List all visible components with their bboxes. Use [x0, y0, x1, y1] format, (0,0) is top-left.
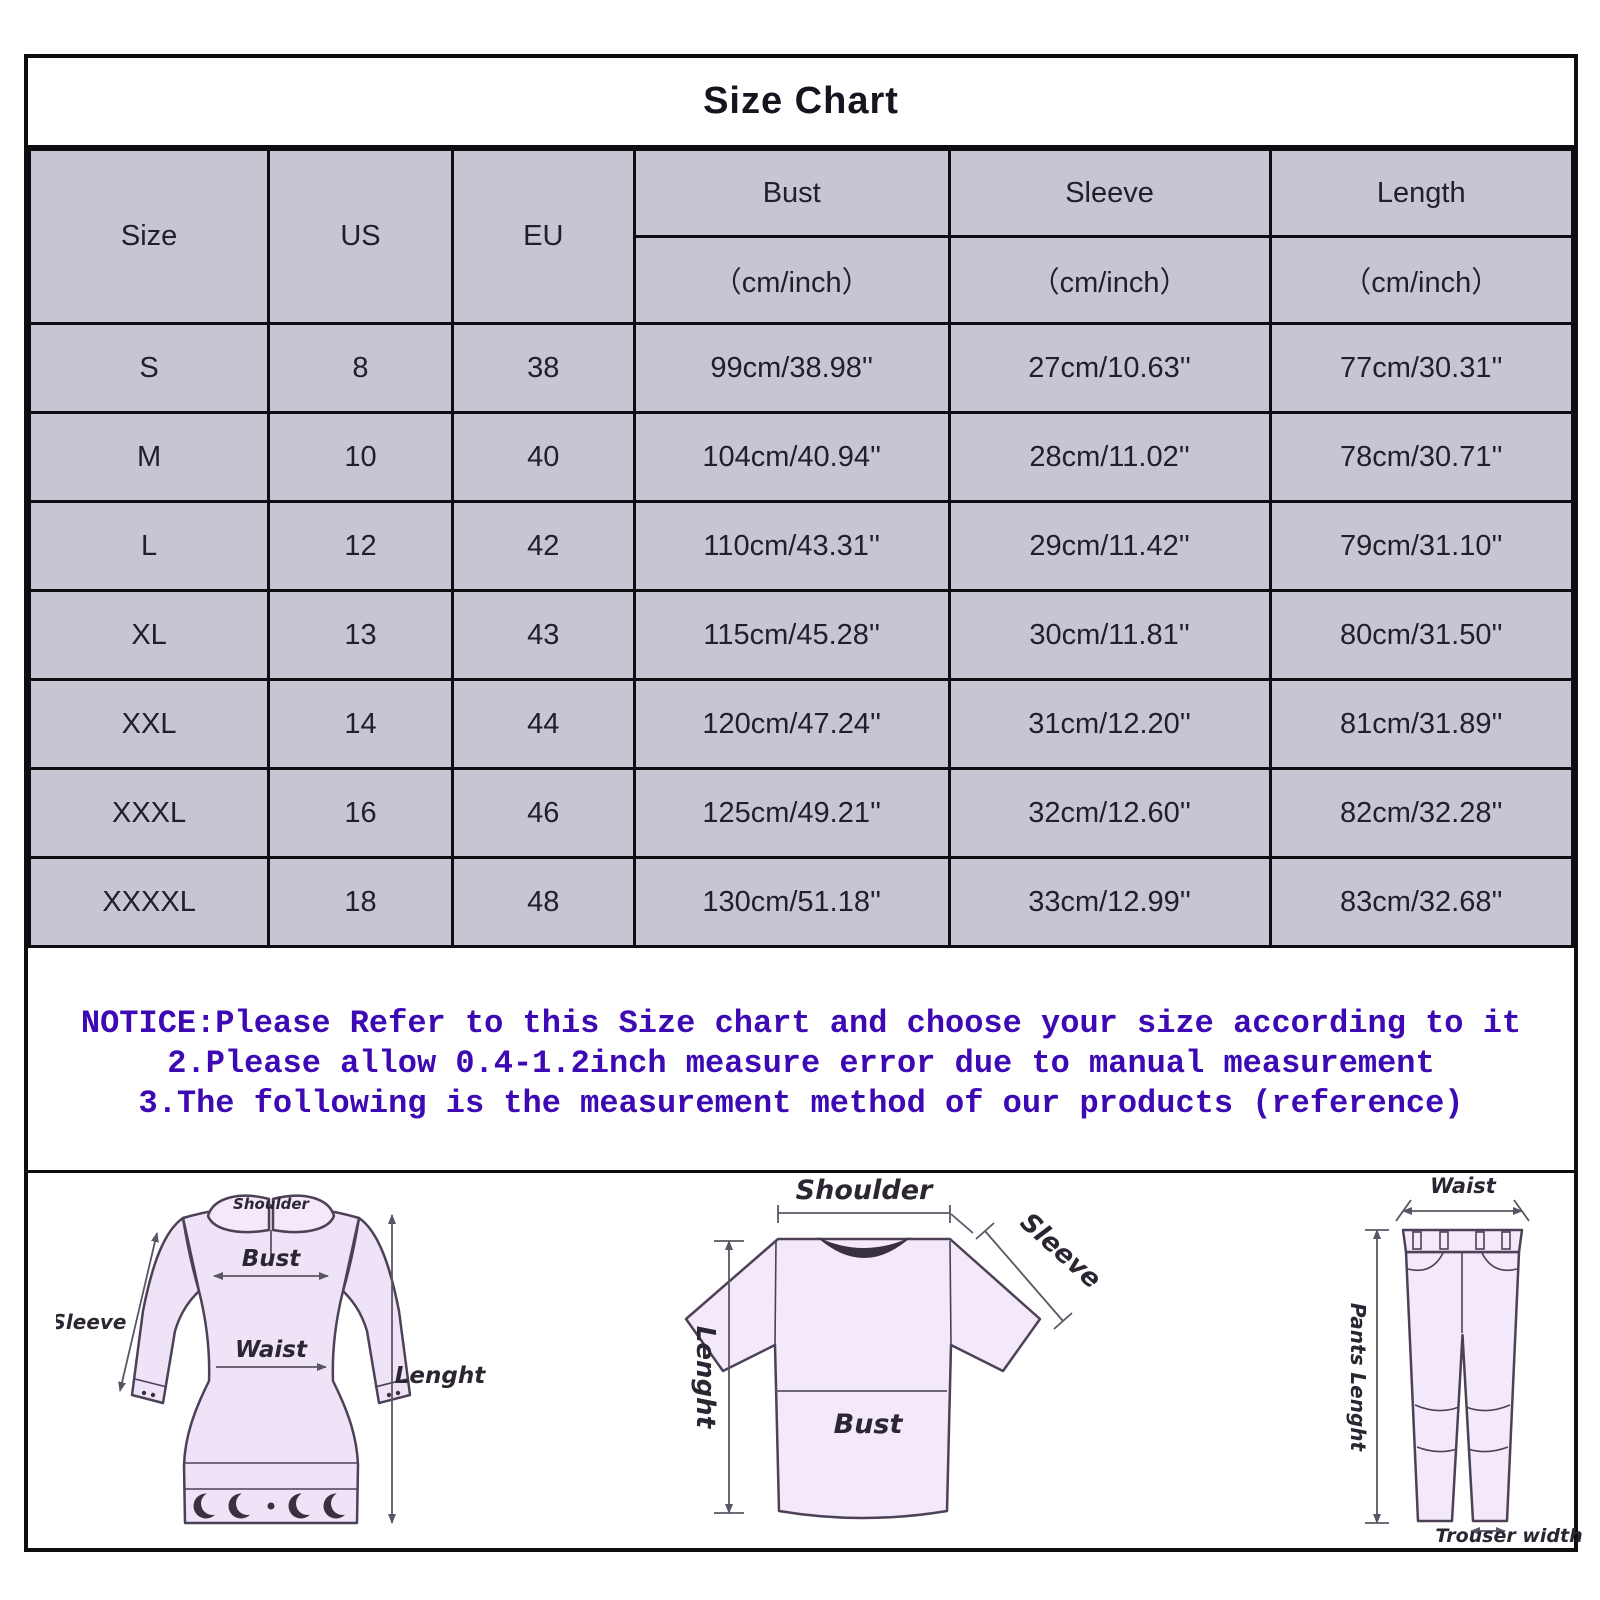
cell-us: 18 [267, 856, 454, 948]
unit-bust: （cm/inch） [632, 235, 951, 325]
pants-legs [1404, 1250, 1521, 1523]
cell-size: M [27, 411, 271, 503]
cell-sleeve: 28cm/11.02'' [947, 411, 1272, 503]
col-header-sleeve: Sleeve [947, 148, 1272, 238]
cell-length: 78cm/30.71'' [1268, 411, 1575, 503]
tshirt-shoulder-label: Shoulder [796, 1175, 934, 1206]
cell-eu: 40 [450, 411, 636, 503]
dress-collar-left [206, 1194, 271, 1234]
header-row-2: （cm/inch） （cm/inch） （cm/inch） [30, 235, 1575, 325]
cell-length: 83cm/32.68'' [1268, 856, 1575, 948]
dress-bust-label: Bust [242, 1246, 302, 1272]
cell-us: 10 [267, 411, 454, 503]
cell-sleeve: 29cm/11.42'' [947, 500, 1272, 592]
cell-size: XXXL [27, 767, 271, 859]
tshirt-icon [684, 1237, 1042, 1520]
pants-waist-label: Waist [1430, 1174, 1497, 1198]
diagrams-section: Shoulder Bust Waist Sleeve Lenght [28, 1170, 1583, 1548]
cell-length: 77cm/30.31'' [1268, 322, 1575, 414]
col-header-size: Size [27, 148, 271, 325]
dress-shoulder-label: Shoulder [233, 1195, 311, 1213]
col-header-eu: EU [450, 148, 636, 325]
table-row-xl: XL 13 43 115cm/45.28'' 30cm/11.81'' 80cm… [27, 589, 1575, 681]
tshirt-body [684, 1237, 1042, 1520]
title-bar: Size Chart [28, 58, 1574, 148]
cell-bust: 104cm/40.94'' [632, 411, 951, 503]
cell-sleeve: 30cm/11.81'' [947, 589, 1272, 681]
cell-size: S [27, 322, 271, 414]
cell-us: 16 [267, 767, 454, 859]
moon-pattern-icons [193, 1492, 354, 1519]
cell-bust: 120cm/47.24'' [632, 678, 951, 770]
cell-size: L [27, 500, 271, 592]
pants-measurement-diagram: Waist Pants Lenght Trouser width [1346, 1174, 1583, 1545]
tshirt-bust-label: Bust [834, 1409, 904, 1440]
cell-us: 14 [267, 678, 454, 770]
cell-size: XXXXL [27, 856, 271, 948]
cell-sleeve: 33cm/12.99'' [947, 856, 1272, 948]
cell-length: 79cm/31.10'' [1268, 500, 1575, 592]
tshirt-collar [817, 1237, 911, 1258]
cell-eu: 48 [450, 856, 636, 948]
tshirt-length-label: Lenght [690, 1326, 720, 1430]
notice-line-2: 2.Please allow 0.4-1.2inch measure error… [167, 1045, 1435, 1082]
page-title: Size Chart [703, 80, 899, 122]
cell-eu: 44 [450, 678, 636, 770]
header-row-1: Size US EU Bust Sleeve Length [27, 148, 1575, 325]
pants-width-label: Trouser width [1435, 1525, 1582, 1545]
cell-eu: 38 [450, 322, 636, 414]
cell-sleeve: 27cm/10.63'' [947, 322, 1272, 414]
cell-us: 8 [267, 322, 454, 414]
dress-measurement-diagram: Shoulder Bust Waist Sleeve Lenght [56, 1194, 486, 1525]
table-row-s: S 8 38 99cm/38.98'' 27cm/10.63'' 77cm/30… [27, 322, 1575, 414]
cell-eu: 43 [450, 589, 636, 681]
cell-sleeve: 32cm/12.60'' [947, 767, 1272, 859]
cell-bust: 130cm/51.18'' [632, 856, 951, 948]
cell-bust: 110cm/43.31'' [632, 500, 951, 592]
unit-sleeve: （cm/inch） [947, 235, 1272, 325]
table-row-m: M 10 40 104cm/40.94'' 28cm/11.02'' 78cm/… [27, 411, 1575, 503]
size-table: Size US EU Bust Sleeve Length （cm/inch） … [27, 148, 1575, 948]
tshirt-measure-lines [714, 1205, 1073, 1514]
cell-size: XXL [27, 678, 271, 770]
dress-body [181, 1204, 361, 1525]
pants-icon [1401, 1228, 1524, 1523]
dress-collar-right [271, 1194, 336, 1234]
cell-us: 13 [267, 589, 454, 681]
cell-length: 80cm/31.50'' [1268, 589, 1575, 681]
col-header-length: Length [1268, 148, 1575, 238]
cell-eu: 42 [450, 500, 636, 592]
notice-line-3: 3.The following is the measurement metho… [138, 1085, 1464, 1122]
pants-waistband [1401, 1228, 1524, 1254]
notice-line-1: NOTICE:Please Refer to this Size chart a… [80, 1005, 1522, 1042]
unit-length: （cm/inch） [1268, 235, 1575, 325]
dress-length-label: Lenght [395, 1363, 486, 1389]
table-row-xxl: XXL 14 44 120cm/47.24'' 31cm/12.20'' 81c… [27, 678, 1575, 770]
notice-section: NOTICE:Please Refer to this Size chart a… [28, 948, 1574, 1170]
col-header-bust: Bust [632, 148, 951, 238]
tshirt-measurement-diagram: Shoulder Sleeve Lenght Bust [684, 1175, 1107, 1520]
dress-icon [130, 1194, 412, 1525]
cell-size: XL [27, 589, 271, 681]
dress-waist-label: Waist [235, 1337, 308, 1363]
col-header-us: US [267, 148, 454, 325]
table-row-l: L 12 42 110cm/43.31'' 29cm/11.42'' 79cm/… [27, 500, 1575, 592]
cell-sleeve: 31cm/12.20'' [947, 678, 1272, 770]
cell-eu: 46 [450, 767, 636, 859]
dress-measure-lines [118, 1214, 396, 1524]
cell-us: 12 [267, 500, 454, 592]
cell-bust: 115cm/45.28'' [632, 589, 951, 681]
size-chart-box: Size Chart Size US EU Bust Sleeve Length… [24, 54, 1583, 1552]
table-row-xxxl: XXXL 16 46 125cm/49.21'' 32cm/12.60'' 82… [27, 767, 1575, 859]
cell-bust: 99cm/38.98'' [632, 322, 951, 414]
pants-length-label: Pants Lenght [1346, 1303, 1370, 1453]
cell-bust: 125cm/49.21'' [632, 767, 951, 859]
pants-measure-lines [1365, 1199, 1530, 1535]
table-row-xxxxl: XXXXL 18 48 130cm/51.18'' 33cm/12.99'' 8… [27, 856, 1575, 948]
dress-sleeve-label: Sleeve [56, 1310, 127, 1334]
cell-length: 82cm/32.28'' [1268, 767, 1575, 859]
cell-length: 81cm/31.89'' [1268, 678, 1575, 770]
